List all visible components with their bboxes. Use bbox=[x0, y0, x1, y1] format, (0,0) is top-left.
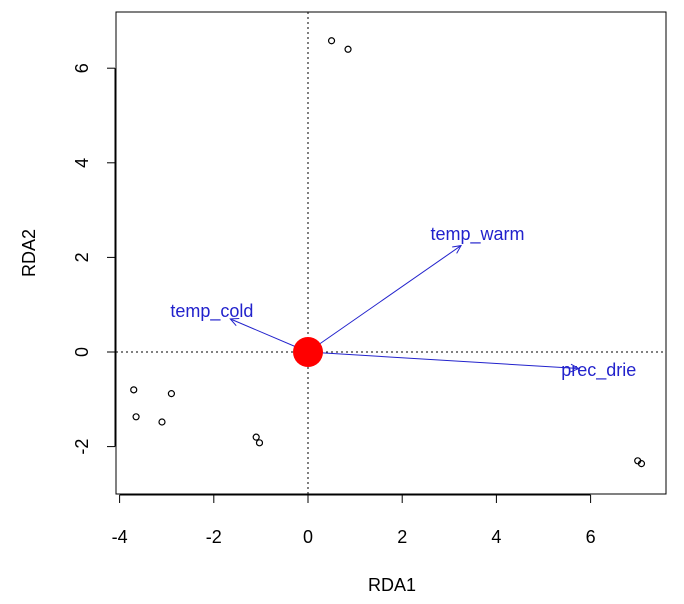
y-axis-label: RDA2 bbox=[19, 229, 39, 277]
y-tick-label: 0 bbox=[72, 347, 92, 357]
arrow-line bbox=[307, 351, 579, 370]
arrow-head bbox=[229, 317, 240, 326]
y-tick-label: 6 bbox=[72, 63, 92, 73]
site-point bbox=[252, 433, 260, 441]
y-tick-label: 2 bbox=[72, 252, 92, 262]
x-tick-label: 0 bbox=[303, 527, 313, 547]
site-point bbox=[327, 37, 336, 45]
site-point bbox=[167, 390, 176, 398]
x-axis-label: RDA1 bbox=[368, 575, 416, 595]
site-point bbox=[132, 413, 140, 421]
x-tick-label: 4 bbox=[491, 527, 501, 547]
arrow-label: temp_warm bbox=[430, 224, 524, 245]
site-points bbox=[130, 37, 646, 468]
centroid-dot bbox=[293, 337, 323, 367]
site-point bbox=[158, 418, 166, 426]
y-tick-label: 4 bbox=[72, 158, 92, 168]
x-axis: -4 -2 0 2 4 6 bbox=[112, 494, 596, 547]
arrow-label: prec_drie bbox=[561, 360, 636, 381]
arrow-head bbox=[570, 363, 580, 373]
x-tick-label: 2 bbox=[397, 527, 407, 547]
x-tick-label: -4 bbox=[112, 527, 128, 547]
site-point bbox=[255, 439, 264, 447]
arrow-head bbox=[452, 244, 463, 254]
env-arrows: temp_warm temp_cold prec_drie bbox=[170, 224, 636, 381]
y-tick-label: -2 bbox=[72, 439, 92, 455]
site-point bbox=[130, 386, 138, 394]
site-point bbox=[344, 45, 352, 53]
arrow-label: temp_cold bbox=[170, 301, 253, 322]
x-tick-label: 6 bbox=[586, 527, 596, 547]
y-axis: -2 0 2 4 6 bbox=[72, 63, 116, 455]
site-point bbox=[637, 460, 646, 468]
plot-frame bbox=[115, 11, 667, 495]
arrow-line bbox=[307, 245, 462, 353]
x-tick-label: -2 bbox=[206, 527, 222, 547]
